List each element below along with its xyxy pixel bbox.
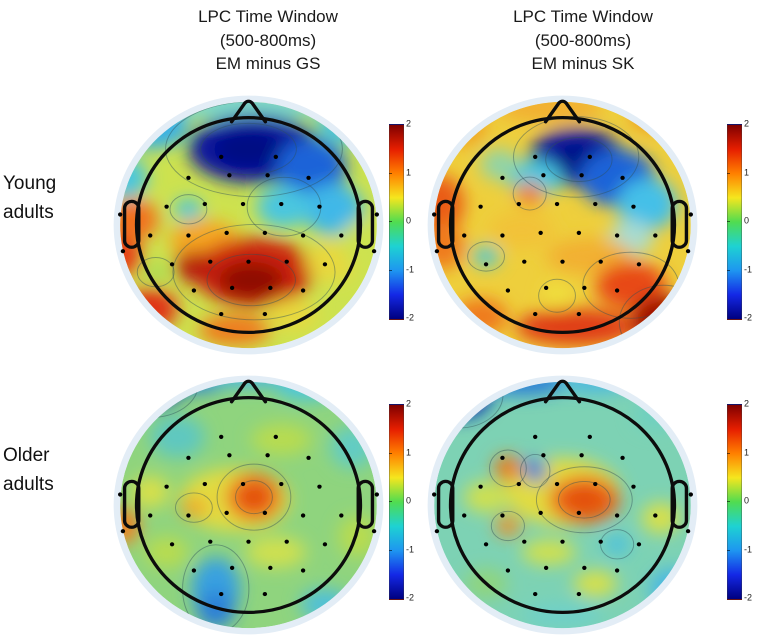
colorbar-gradient <box>389 404 404 600</box>
colorbar-tick-label: 0 <box>744 215 750 226</box>
colorbar-older-em-minus-sk: 2 1 0 -1 -2 <box>727 399 761 602</box>
colorbar-young-em-minus-sk: 2 1 0 -1 -2 <box>727 119 761 322</box>
colorbar-tick-label: -1 <box>406 264 415 274</box>
topomap-older-em-minus-gs <box>112 374 385 636</box>
left-ear-outline <box>436 479 455 529</box>
colorbar-tick-label: 2 <box>744 398 750 409</box>
row-label-older-adults: Older adults <box>3 445 54 495</box>
nose-outline <box>229 99 268 124</box>
colorbar-tick-label: 2 <box>744 118 750 129</box>
colorbar-tick-label: 1 <box>406 167 412 177</box>
left-ear-outline <box>122 479 141 529</box>
colorbar-tick-mark <box>727 501 730 502</box>
right-ear-outline <box>670 199 689 249</box>
left-ear-outline <box>122 199 141 249</box>
colorbar-tick-label: 2 <box>406 398 412 409</box>
topomap-young-em-minus-sk <box>426 94 699 356</box>
electrode-dots <box>432 434 693 597</box>
colorbar-tick-mark <box>727 269 730 271</box>
topomap-young-em-minus-gs <box>112 94 385 356</box>
colorbar-tick-label: 1 <box>406 447 412 457</box>
head-outline <box>436 99 689 335</box>
colorbar-tick-label: -1 <box>744 264 753 274</box>
colorbar-tick-label: 0 <box>406 495 412 506</box>
colorbar-older-em-minus-gs: 2 1 0 -1 -2 <box>389 399 423 602</box>
colorbar-tick-mark <box>727 452 730 454</box>
colorbar-tick-mark <box>389 549 392 551</box>
colorbar-tick-mark <box>389 221 392 222</box>
colorbar-tick-mark <box>389 452 392 454</box>
colorbar-gradient <box>389 124 404 320</box>
electrode-dots <box>118 434 379 597</box>
right-ear-outline <box>670 479 689 529</box>
colorbar-tick-mark <box>389 269 392 271</box>
topomap-svg <box>427 95 698 355</box>
head-outline <box>122 379 375 615</box>
head-outline <box>436 379 689 615</box>
electrode-dots <box>432 154 693 317</box>
colorbar-gradient <box>727 124 742 320</box>
row-label-young-adults: Young adults <box>3 173 57 223</box>
colorbar-tick-label: 0 <box>406 215 412 226</box>
right-ear-outline <box>356 199 375 249</box>
colorbar-tick-label: -2 <box>406 592 415 603</box>
column-title-em-minus-sk: LPC Time Window (500-800ms) EM minus SK <box>513 7 653 73</box>
electrode-dots <box>118 154 379 317</box>
colorbar-tick-label: 2 <box>406 118 412 129</box>
colorbar-tick-mark <box>727 172 730 174</box>
colorbar-tick-mark <box>727 549 730 551</box>
colorbar-tick-label: 0 <box>744 495 750 506</box>
colorbar-tick-mark <box>727 221 730 222</box>
nose-outline <box>229 379 268 404</box>
colorbar-young-em-minus-gs: 2 1 0 -1 -2 <box>389 119 423 322</box>
field-blobs <box>434 101 691 349</box>
topomap-svg <box>427 375 698 635</box>
colorbar-tick-label: -2 <box>406 312 415 323</box>
colorbar-tick-label: -2 <box>744 312 753 323</box>
colorbar-tick-mark <box>389 172 392 174</box>
topomap-svg <box>113 95 384 355</box>
colorbar-tick-label: -1 <box>744 544 753 554</box>
nose-outline <box>543 99 582 124</box>
right-ear-outline <box>356 479 375 529</box>
colorbar-tick-label: -1 <box>406 544 415 554</box>
colorbar-tick-label: 1 <box>744 447 750 457</box>
field-blobs <box>120 101 377 349</box>
nose-outline <box>543 379 582 404</box>
colorbar-tick-label: -2 <box>744 592 753 603</box>
column-title-em-minus-gs: LPC Time Window (500-800ms) EM minus GS <box>198 7 338 73</box>
head-outline <box>122 99 375 335</box>
left-ear-outline <box>436 199 455 249</box>
colorbar-gradient <box>727 404 742 600</box>
topomap-svg <box>113 375 384 635</box>
colorbar-tick-mark <box>389 501 392 502</box>
colorbar-tick-label: 1 <box>744 167 750 177</box>
topomap-older-em-minus-sk <box>426 374 699 636</box>
